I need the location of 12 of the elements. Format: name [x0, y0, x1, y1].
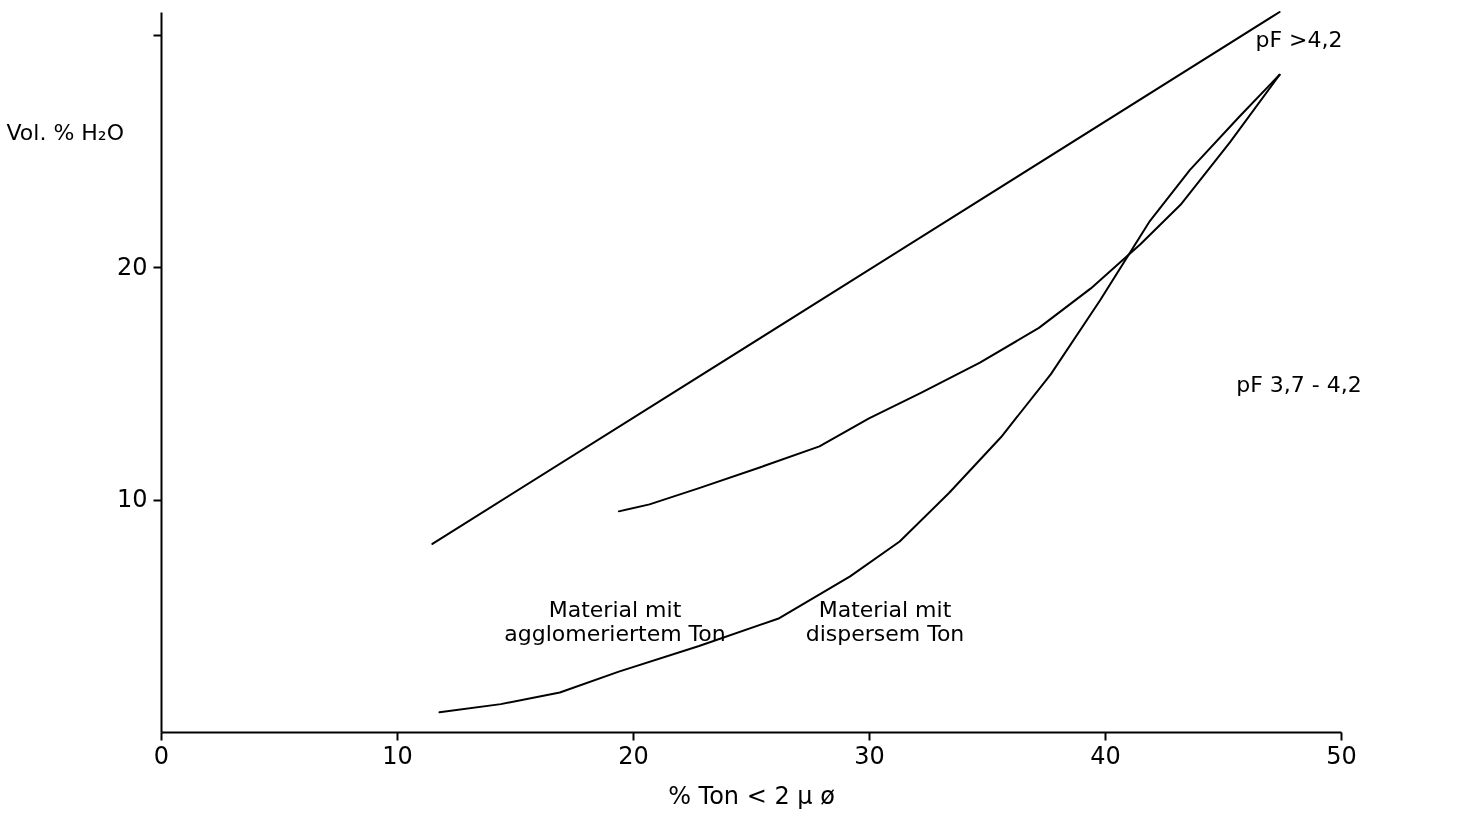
x-tick-label: 20 — [618, 741, 649, 770]
y-axis-title: Vol. % H₂O — [6, 119, 124, 145]
x-tick-label: 40 — [1090, 741, 1121, 770]
x-tick-label: 50 — [1326, 741, 1357, 770]
x-tick-label: 10 — [382, 741, 413, 770]
annotation: pF >4,2 — [1255, 27, 1343, 52]
x-tick-label: 0 — [153, 741, 170, 770]
annotation: Material mit agglomeriertem Ton — [504, 597, 726, 646]
annotation: pF 3,7 - 4,2 — [1236, 372, 1362, 397]
annotation: Material mit dispersem Ton — [805, 597, 965, 646]
x-axis-title: % Ton < 2 μ ø — [668, 781, 835, 810]
x-tick-label: 30 — [854, 741, 885, 770]
